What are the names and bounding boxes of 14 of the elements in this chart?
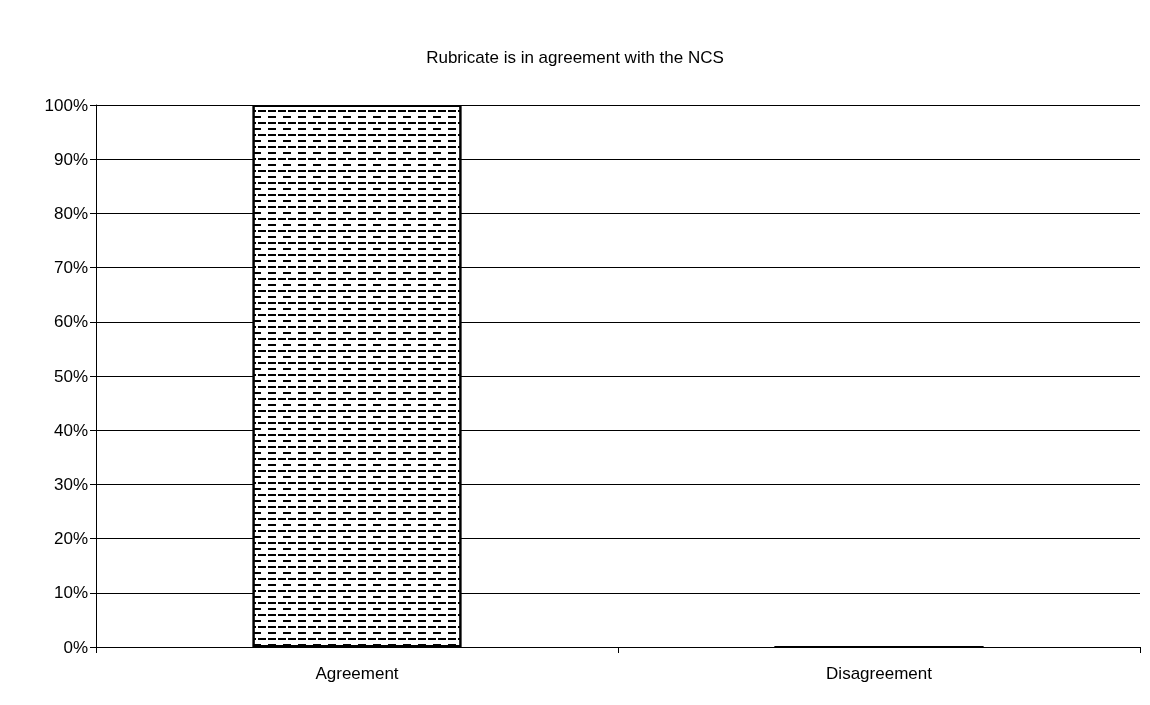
y-tick-label: 40% xyxy=(53,420,88,440)
y-tick-label: 80% xyxy=(53,203,88,223)
y-tick-label: 70% xyxy=(53,258,88,278)
x-tick-label: Disagreement xyxy=(826,664,933,683)
y-tick-label: 20% xyxy=(53,529,88,549)
y-tick-label: 100% xyxy=(44,95,88,115)
y-tick-label: 0% xyxy=(63,637,88,657)
y-tick-label: 60% xyxy=(53,312,88,332)
y-tick-label: 10% xyxy=(53,583,88,603)
chart-title: Rubricate is in agreement with the NCS xyxy=(426,48,724,67)
y-tick-label: 90% xyxy=(53,149,88,169)
y-tick-label: 30% xyxy=(53,474,88,494)
x-tick-label: Agreement xyxy=(315,664,399,683)
y-tick-label: 50% xyxy=(53,366,88,386)
